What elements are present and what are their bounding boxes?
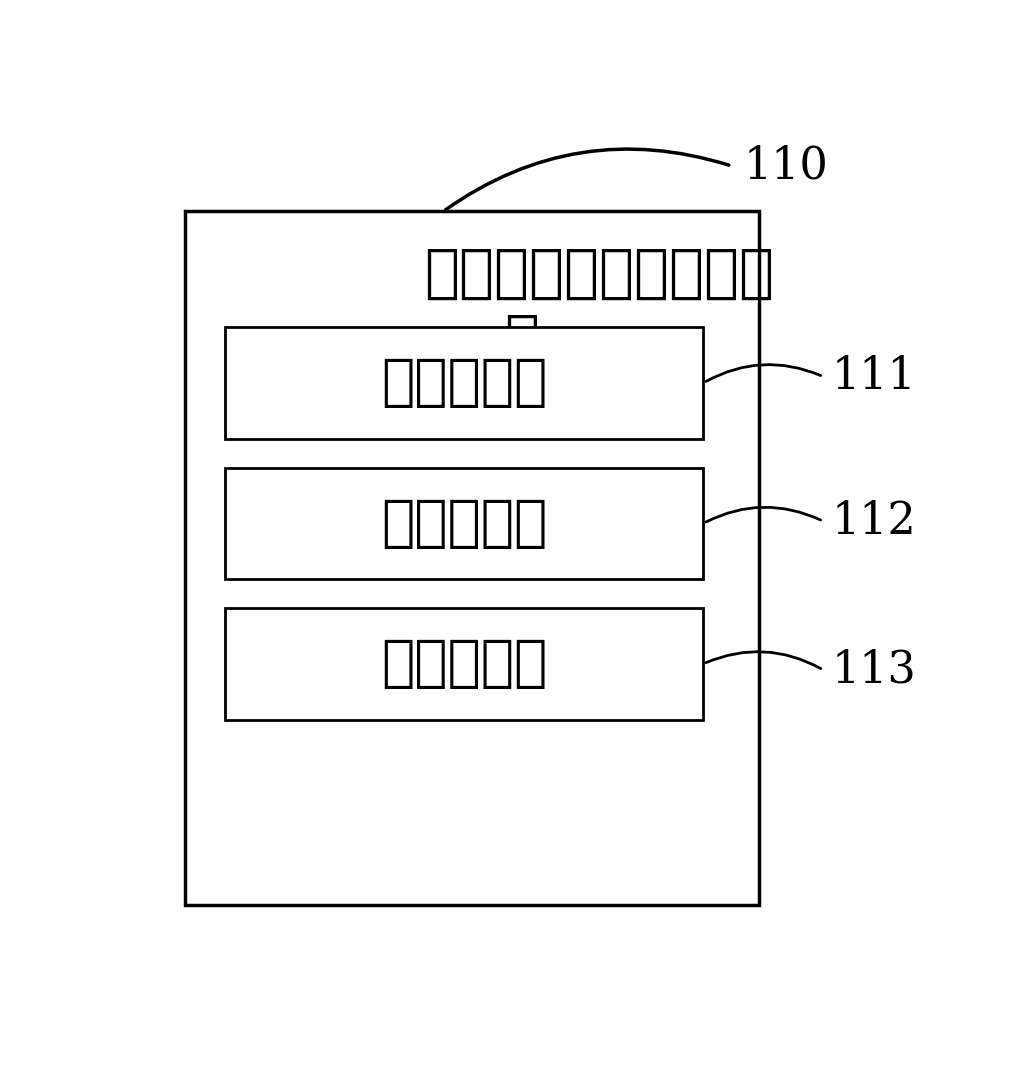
Text: 111: 111: [831, 355, 916, 398]
Text: 置: 置: [504, 310, 539, 368]
Bar: [184, 211, 759, 906]
Text: 车辆事故远程理赔的装: 车辆事故远程理赔的装: [424, 245, 775, 302]
Text: 112: 112: [831, 500, 916, 543]
Text: 113: 113: [831, 648, 916, 691]
Bar: [225, 468, 703, 579]
Text: 证据采集端: 证据采集端: [381, 356, 547, 410]
Text: 远程坐席端: 远程坐席端: [381, 637, 547, 691]
Text: 110: 110: [744, 145, 828, 188]
Bar: [225, 608, 703, 720]
Bar: [225, 327, 703, 439]
Text: 数据处理端: 数据处理端: [381, 497, 547, 550]
